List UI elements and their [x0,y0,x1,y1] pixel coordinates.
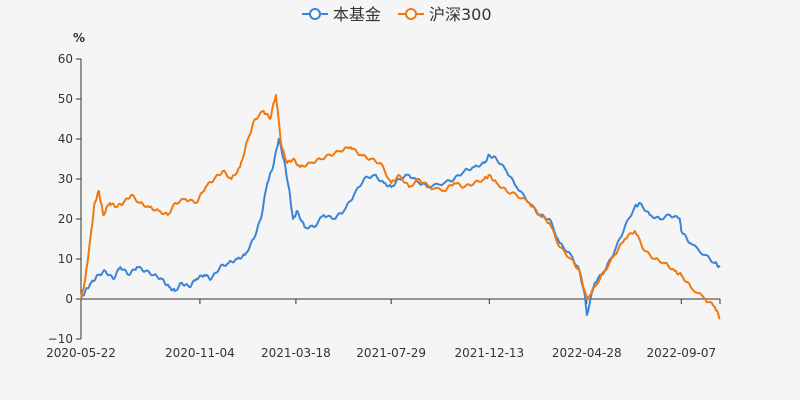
series-layer [80,94,721,320]
legend-item-hs300[interactable]: 沪深300 [398,5,492,24]
legend[interactable]: 本基金 沪深300 [302,5,492,24]
series-fund[interactable] [80,138,721,316]
legend-marker-circle-hs300 [405,8,417,20]
x-tick-label: 2020-05-22 [46,346,116,360]
legend-label-fund: 本基金 [333,5,381,24]
series-line[interactable] [80,138,721,316]
y-axis-unit-label: % [73,31,85,45]
x-tick-label: 2021-07-29 [356,346,426,360]
legend-label-hs300: 沪深300 [429,5,492,24]
series-hs300[interactable] [80,94,721,320]
x-tick-label: 2021-03-18 [261,346,331,360]
y-tick-label: −10 [48,332,73,346]
series-line[interactable] [80,94,721,320]
y-tick-label: 40 [58,132,73,146]
y-tick-label: 30 [58,172,73,186]
legend-marker-circle-fund [309,8,321,20]
x-tick-label: 2021-12-13 [454,346,524,360]
x-tick-label: 2022-09-07 [646,346,716,360]
y-tick-label: 0 [65,292,73,306]
x-tick-label: 2022-04-28 [552,346,622,360]
axes: −10 0 10 20 30 40 50 60 2020-05-22 2020-11-04 2021… [46,52,721,360]
y-tick-label: 50 [58,92,73,106]
legend-item-fund[interactable]: 本基金 [302,5,381,24]
y-tick-label: 60 [58,52,73,66]
y-tick-label: 20 [58,212,73,226]
x-tick-label: 2020-11-04 [165,346,235,360]
y-tick-label: 10 [58,252,73,266]
